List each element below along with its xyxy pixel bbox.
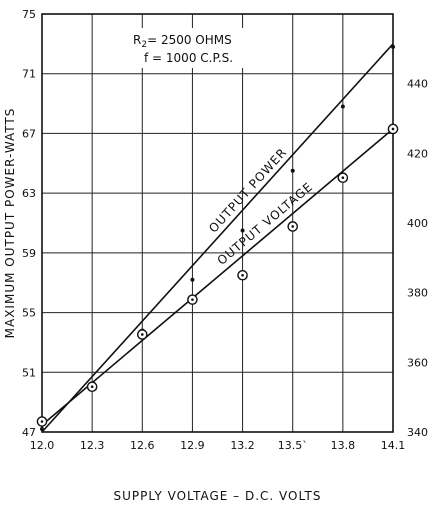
- y-right-tick-labels: 340 360 380 400 420 440: [407, 78, 428, 439]
- output-voltage-point-center: [191, 298, 194, 301]
- annotation: R2= 2500 OHMS f = 1000 C.P.S.: [126, 28, 264, 68]
- y-left-tick-label: 47: [22, 426, 36, 439]
- y-right-tick-label: 380: [407, 287, 428, 300]
- y-left-tick-label: 59: [22, 247, 36, 260]
- output-voltage-point-center: [341, 176, 345, 180]
- output-power-point: [340, 104, 345, 109]
- output-voltage-point-center: [241, 273, 244, 277]
- y-right-tick-label: 340: [407, 426, 428, 439]
- annotation-r-subscript: 2: [141, 40, 147, 50]
- x-tick-label: 13.5`: [278, 439, 308, 452]
- annotation-r-symbol: R: [133, 33, 141, 47]
- output-voltage-point-center: [291, 225, 295, 228]
- y-left-tick-label: 67: [22, 127, 36, 140]
- y-left-tick-label: 71: [22, 68, 36, 81]
- output-voltage-line: [41, 128, 394, 426]
- output-power-point: [290, 168, 295, 173]
- x-tick-label: 14.1: [381, 439, 406, 452]
- x-tick-label: 12.9: [180, 439, 205, 452]
- output-power-point: [240, 228, 245, 233]
- y-axis-title: MAXIMUM OUTPUT POWER-WATTS: [3, 108, 17, 339]
- output-power-point: [190, 277, 195, 282]
- x-tick-label: 12.0: [30, 439, 55, 452]
- y-right-tick-label: 440: [407, 78, 428, 91]
- y-right-tick-label: 420: [407, 147, 428, 160]
- plot-frame: [41, 13, 394, 433]
- output-voltage-point-center: [40, 420, 44, 423]
- y-left-tick-labels: 47 51 55 59 63 67 71 75: [22, 8, 36, 439]
- series-layer: [36, 43, 399, 433]
- x-tick-label: 12.6: [130, 439, 155, 452]
- y-right-tick-label: 360: [407, 356, 428, 369]
- output-power-point: [40, 427, 44, 432]
- y-left-tick-label: 51: [22, 366, 36, 379]
- y-left-tick-label: 63: [22, 187, 36, 200]
- annotation-frequency: f = 1000 C.P.S.: [144, 51, 233, 65]
- annotation-background: [126, 28, 264, 68]
- x-tick-labels: 12.0 12.3 12.6 12.9 13.2 13.5` 13.8 14.1: [30, 439, 406, 452]
- output-voltage-point-center: [140, 333, 144, 336]
- y-left-tick-label: 75: [22, 8, 36, 21]
- x-tick-label: 13.2: [230, 439, 255, 452]
- x-tick-label: 13.8: [331, 439, 356, 452]
- output-power-point: [391, 44, 395, 49]
- y-left-tick-label: 55: [22, 307, 36, 320]
- x-axis-title: SUPPLY VOLTAGE – D.C. VOLTS: [114, 489, 322, 503]
- output-power-line: [41, 43, 394, 433]
- output-voltage-point-center: [391, 127, 395, 131]
- annotation-resistance: R2= 2500 OHMS: [133, 33, 232, 50]
- annotation-r-value: = 2500 OHMS: [147, 33, 232, 47]
- x-tick-label: 12.3: [80, 439, 105, 452]
- output-voltage-point-center: [90, 385, 94, 389]
- y-right-tick-label: 400: [407, 217, 428, 230]
